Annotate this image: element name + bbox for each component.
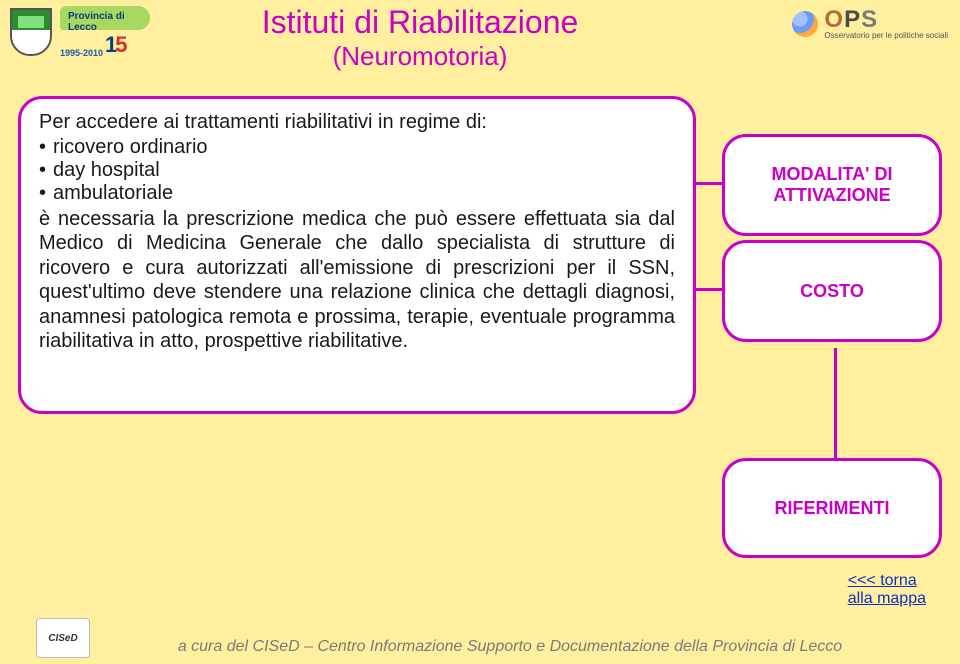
main-content-panel: Per accedere ai trattamenti riabilitativ…: [18, 96, 696, 414]
slide-title-line1: Istituti di Riabilitazione: [220, 4, 620, 41]
province-label: Provincia di Lecco: [68, 11, 150, 33]
province-badge: Provincia di Lecco 1995-2010 15: [60, 6, 150, 58]
ops-text-block: OPS Osservatorio per le politiche social…: [824, 8, 948, 40]
pill-label: RIFERIMENTI: [775, 498, 890, 519]
connector-line-icon: [696, 288, 722, 291]
intro-text: Per accedere ai trattamenti riabilitativ…: [39, 111, 675, 134]
back-to-map-link[interactable]: <<< torna alla mappa: [848, 572, 926, 607]
years-range: 1995-2010: [60, 48, 103, 58]
province-crest-icon: [10, 8, 52, 56]
footer: a cura del CISeD – Centro Informazione S…: [0, 638, 960, 656]
pill-costo[interactable]: COSTO: [722, 240, 942, 342]
back-to-map-link-block: <<< torna alla mappa: [848, 572, 926, 608]
header-left-logo-block: Provincia di Lecco 1995-2010 15: [10, 6, 150, 58]
access-modes-list: ricovero ordinario day hospital ambulato…: [39, 136, 675, 205]
right-pill-column: MODALITA' DI ATTIVAZIONE COSTO RIFERIMEN…: [722, 134, 942, 558]
pill-label: COSTO: [800, 281, 864, 302]
list-item: day hospital: [39, 159, 675, 182]
slide-title-block: Istituti di Riabilitazione (Neuromotoria…: [220, 4, 620, 72]
pill-modalita-attivazione[interactable]: MODALITA' DI ATTIVAZIONE: [722, 134, 942, 236]
link-line2: alla mappa: [848, 590, 926, 607]
ops-globe-icon: [792, 11, 818, 37]
body-text: è necessaria la prescrizione medica che …: [39, 207, 675, 353]
footer-text: a cura del CISeD – Centro Informazione S…: [118, 638, 842, 656]
link-line1: <<< torna: [848, 572, 917, 589]
ops-acronym: OPS: [824, 8, 948, 32]
slide-title-line2: (Neuromotoria): [220, 41, 620, 72]
header-right-ops-block: OPS Osservatorio per le politiche social…: [792, 8, 948, 40]
anniversary-years: 1995-2010 15: [60, 32, 150, 58]
ops-subtitle: Osservatorio per le politiche sociali: [824, 32, 948, 40]
province-shape-icon: Provincia di Lecco: [60, 6, 150, 30]
years-badge-icon: 15: [105, 32, 128, 58]
list-item: ambulatoriale: [39, 182, 675, 205]
connector-line-icon: [696, 182, 722, 185]
list-item: ricovero ordinario: [39, 136, 675, 159]
pill-riferimenti[interactable]: RIFERIMENTI: [722, 458, 942, 558]
pill-label: MODALITA' DI ATTIVAZIONE: [743, 164, 921, 205]
